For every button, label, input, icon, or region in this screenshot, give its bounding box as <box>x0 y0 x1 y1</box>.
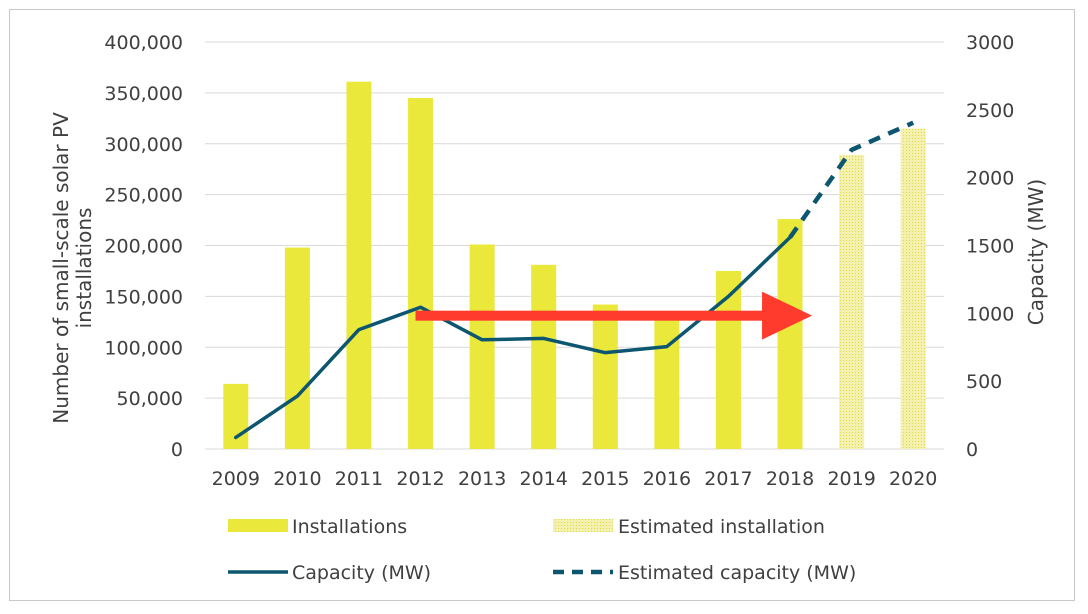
arrow-shaft <box>415 310 765 321</box>
legend-label-estimated-capacity: Estimated capacity (MW) <box>618 562 856 584</box>
legend-swatch-installations <box>228 519 288 532</box>
estimated-capacity-line <box>788 120 915 239</box>
x-tick-label: 2014 <box>520 468 568 490</box>
y-tick-label: 0 <box>171 439 183 461</box>
installation-bar <box>777 219 803 449</box>
left-axis-title-line1: Number of small-scale solar PV <box>49 112 73 424</box>
y2-tick-label: 3000 <box>966 32 1014 54</box>
x-tick-label: 2015 <box>581 468 629 490</box>
x-axis-ticks: 2009 2010 2011 2012 2013 2014 2015 2016 2017 2018… <box>212 468 938 490</box>
capacity-lines <box>234 120 915 440</box>
y-tick-label: 100,000 <box>104 337 183 359</box>
x-tick-label: 2019 <box>827 468 875 490</box>
y-tick-label: 250,000 <box>104 185 183 207</box>
x-tick-label: 2012 <box>396 468 444 490</box>
y-tick-label: 200,000 <box>104 236 183 258</box>
estimated-installation-bar <box>839 154 865 449</box>
y2-tick-label: 500 <box>966 371 1002 393</box>
installation-bar <box>469 244 495 449</box>
x-tick-label: 2018 <box>766 468 814 490</box>
y2-tick-label: 0 <box>966 439 978 461</box>
legend: Installations Estimated installation Cap… <box>228 516 856 584</box>
y-tick-label: 400,000 <box>104 32 183 54</box>
arrow-head <box>762 291 813 340</box>
right-axis-title: Capacity (MW) <box>1024 179 1048 325</box>
gridlines <box>205 41 944 450</box>
x-tick-label: 2009 <box>212 468 260 490</box>
installation-bar <box>346 81 372 450</box>
installation-bar <box>592 304 618 449</box>
estimated-installation-bar <box>900 128 926 450</box>
y-tick-label: 50,000 <box>117 388 183 410</box>
installation-bar <box>284 247 310 449</box>
y2-tick-label: 2000 <box>966 168 1014 190</box>
y2-tick-label: 1500 <box>966 236 1014 258</box>
legend-label-capacity: Capacity (MW) <box>292 562 431 584</box>
installation-bar <box>223 383 249 449</box>
left-axis-title-line2: installations <box>72 208 96 329</box>
annotation-arrow <box>415 291 813 340</box>
installation-bar <box>408 97 434 450</box>
legend-label-estimated-installation: Estimated installation <box>618 516 825 538</box>
y-tick-label: 300,000 <box>104 134 183 156</box>
x-tick-label: 2016 <box>643 468 691 490</box>
capacity-line <box>234 235 792 440</box>
x-tick-label: 2011 <box>335 468 383 490</box>
legend-label-installations: Installations <box>292 516 407 538</box>
right-axis-ticks: 0 500 1000 1500 2000 2500 3000 <box>966 32 1014 461</box>
x-tick-label: 2013 <box>458 468 506 490</box>
left-axis-ticks: 0 50,000 100,000 150,000 200,000 250,000 300,0… <box>104 32 183 461</box>
y-tick-label: 150,000 <box>104 286 183 308</box>
y2-tick-label: 1000 <box>966 303 1014 325</box>
bars <box>223 81 926 450</box>
y-tick-label: 350,000 <box>104 83 183 105</box>
installation-bar <box>531 264 557 449</box>
x-tick-label: 2010 <box>273 468 321 490</box>
y2-tick-label: 2500 <box>966 100 1014 122</box>
x-tick-label: 2017 <box>704 468 752 490</box>
installation-bar <box>654 313 680 449</box>
installation-bar <box>715 270 741 449</box>
x-tick-label: 2020 <box>889 468 937 490</box>
legend-swatch-estimated-installation <box>553 519 613 532</box>
